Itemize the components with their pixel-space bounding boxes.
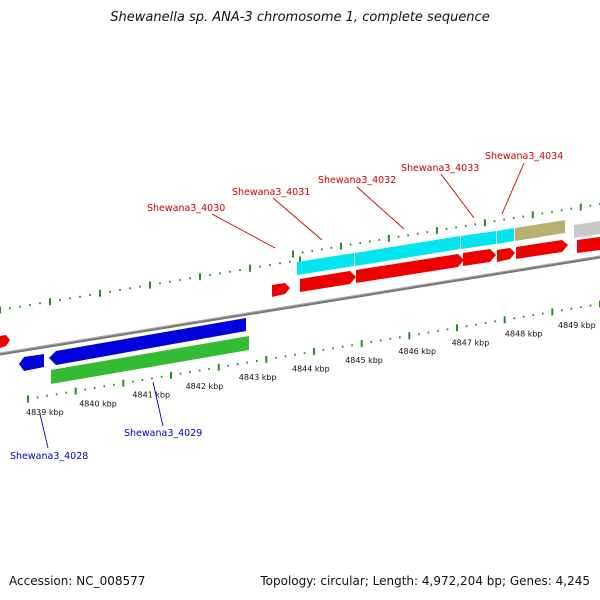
leader-4032 (356, 186, 405, 230)
kbp-label: 4849 kbp (558, 321, 596, 330)
cds-red-4033 (463, 249, 496, 266)
cds-green-4029 (51, 336, 249, 384)
cds-red-4030 (272, 283, 290, 297)
gene-label-4033: Shewana3_4033 (401, 163, 479, 174)
kbp-label: 4846 kbp (398, 347, 436, 356)
topology-summary: Topology: circular; Length: 4,972,204 bp… (260, 574, 590, 588)
gene-label-4028: Shewana3_4028 (10, 451, 88, 462)
gene-label-4031: Shewana3_4031 (232, 187, 310, 198)
genome-backbone-highlight (0, 255, 600, 354)
cds-blue-4029 (49, 318, 246, 365)
cds-red-4034 (497, 248, 515, 262)
gene-label-4030: Shewana3_4030 (147, 203, 225, 214)
inner-scale-ring (27, 300, 600, 403)
gene-label-4032: Shewana3_4032 (318, 175, 396, 186)
features (0, 220, 600, 384)
kbp-label: 4845 kbp (345, 356, 383, 365)
kbp-label: 4847 kbp (452, 338, 490, 347)
leader-4033 (440, 173, 475, 219)
leader-4034 (501, 162, 525, 215)
kbp-scale-labels: 4839 kbp 4840 kbp 4841 kbp 4842 kbp 4843 kbp… (26, 321, 596, 417)
kbp-label: 4840 kbp (79, 399, 117, 408)
kbp-label: 4844 kbp (292, 365, 330, 374)
label-leaders (39, 162, 525, 449)
feature-scale-ring (292, 203, 600, 258)
kbp-label: 4841 kbp (132, 391, 170, 400)
kbp-label: 4848 kbp (505, 330, 543, 339)
cds-cyan-4033 (461, 231, 496, 249)
cds-blue-4028 (19, 354, 44, 371)
cds-olive (515, 220, 565, 241)
cds-red-4032 (356, 254, 464, 283)
cds-red-4848b (516, 240, 568, 259)
leader-4030 (211, 213, 276, 249)
cds-cyan-4032 (355, 236, 460, 266)
kbp-label: 4842 kbp (186, 382, 224, 391)
gene-label-4034: Shewana3_4034 (485, 151, 563, 162)
cds-red-4031 (300, 271, 356, 292)
map-title: Shewanella sp. ANA-3 chromosome 1, compl… (110, 10, 490, 25)
cds-cyan-4034 (497, 228, 514, 244)
gene-label-4029: Shewana3_4029 (124, 428, 202, 439)
outer-scale-ring (0, 256, 301, 314)
cds-gray (574, 221, 600, 238)
cds-red-4849b (577, 237, 600, 253)
accession-text: Accession: NC_008577 (9, 574, 146, 588)
leader-4029 (152, 381, 164, 427)
leader-4028 (39, 413, 49, 449)
genome-backbone (0, 255, 600, 356)
leader-4031 (272, 197, 323, 241)
kbp-label: 4843 kbp (239, 373, 277, 382)
cds-red-left (0, 335, 10, 348)
cds-cyan-4031 (297, 253, 354, 275)
kbp-label: 4839 kbp (26, 408, 64, 417)
